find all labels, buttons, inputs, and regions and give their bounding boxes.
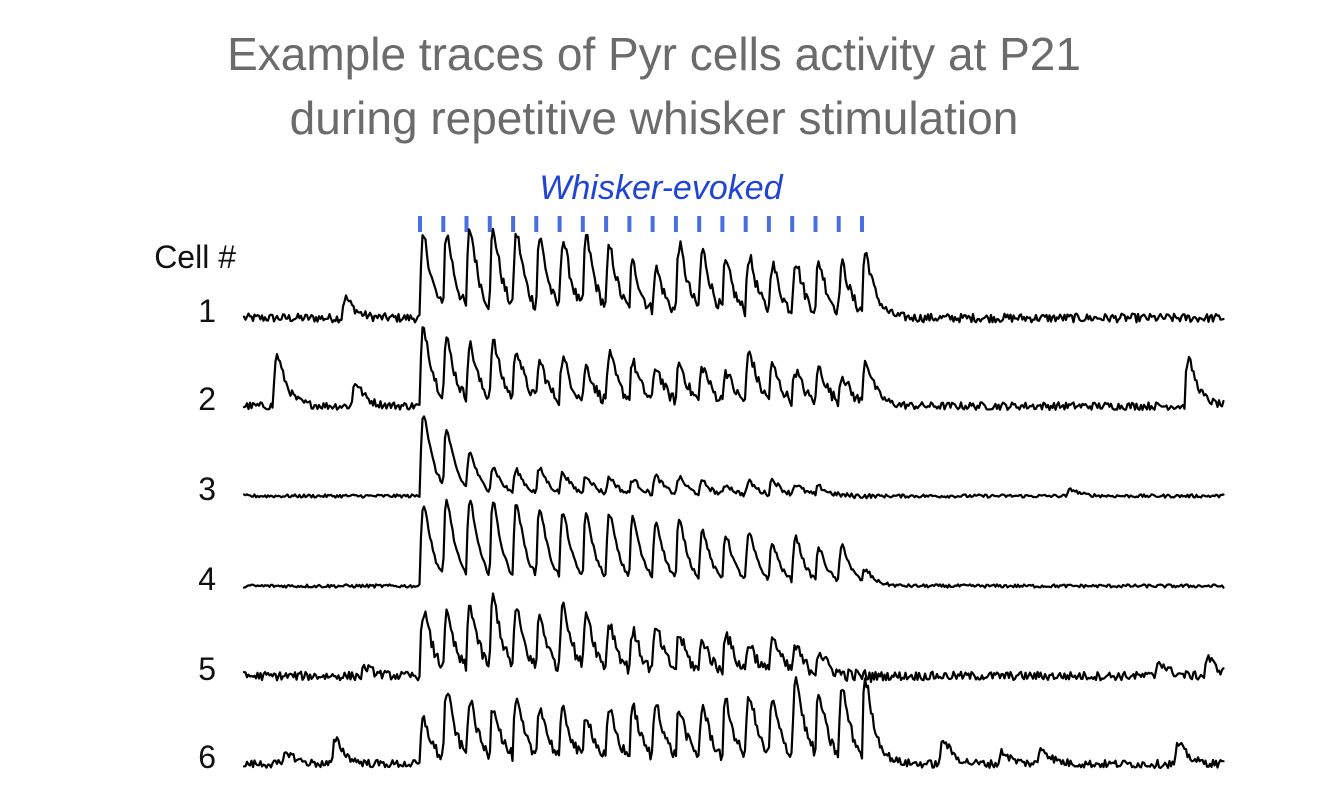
cell-number-label: 6 [198, 739, 216, 775]
trace-cell-4 [242, 498, 1225, 589]
chart-title-line-1: Example traces of Pyr cells activity at … [227, 28, 1081, 80]
row-header-label: Cell # [154, 239, 236, 275]
chart-title-line-2: during repetitive whisker stimulation [290, 92, 1019, 144]
stimulus-label: Whisker-evoked [539, 169, 783, 207]
cell-number-label: 1 [198, 293, 216, 329]
trace-cell-2 [242, 326, 1225, 411]
trace-cell-1 [242, 227, 1225, 324]
cell-number-label: 2 [198, 381, 216, 417]
trace-cell-3 [242, 415, 1225, 500]
trace-cell-6 [242, 676, 1225, 770]
cell-number-label: 5 [198, 651, 216, 687]
cell-number-label: 4 [198, 561, 216, 597]
cell-number-label: 3 [198, 471, 216, 507]
traces-group [242, 227, 1225, 770]
row-labels-group: 1 2 3 4 5 6 [198, 293, 216, 775]
stimulus-tick-marks [418, 216, 864, 232]
trace-cell-5 [242, 592, 1225, 683]
